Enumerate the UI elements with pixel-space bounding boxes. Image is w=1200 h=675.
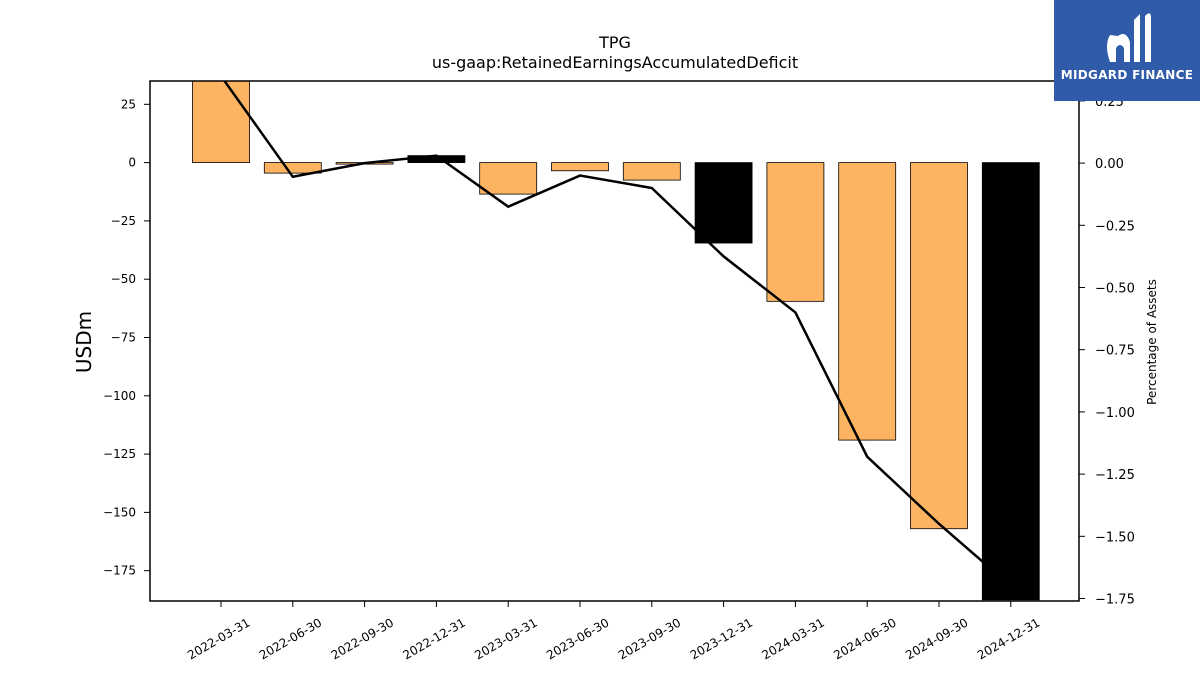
y-tick-label: −50 — [111, 272, 136, 286]
x-tick-label: 2022-12-31 — [400, 615, 467, 662]
plot-frame — [149, 80, 1080, 602]
x-tick-label: 2024-03-31 — [759, 615, 826, 662]
y2-tick-label: −1.50 — [1095, 530, 1135, 545]
brand-logo: MIDGARD FINANCE — [1054, 0, 1200, 101]
y2-tick-label: −1.25 — [1095, 468, 1135, 483]
bar-2024-03-31 — [766, 162, 825, 302]
y-axis-right: 0.250.00−0.25−0.50−0.75−1.00−1.25−1.50−1… — [1079, 95, 1135, 608]
bars-layer — [192, 80, 1040, 601]
y2-tick-label: −0.75 — [1095, 344, 1135, 359]
bar-2024-06-30 — [838, 162, 897, 441]
percentage-line — [223, 81, 1012, 588]
x-tick-label: 2024-12-31 — [975, 615, 1042, 662]
y-tick-label: −150 — [103, 505, 136, 519]
y-tick-label: 25 — [121, 97, 136, 111]
bar-2024-12-31 — [981, 162, 1040, 601]
x-axis: 2022-03-31 2022-06-30 2022-09-30 2022-12-31… — [185, 601, 1042, 662]
bar-2022-06-30 — [263, 162, 322, 174]
x-tick-label: 2024-09-30 — [903, 615, 970, 662]
y2-axis-label: Percentage of Assets — [1145, 279, 1159, 405]
y2-tick-label: −0.50 — [1095, 282, 1135, 297]
logo-text: MIDGARD FINANCE — [1060, 68, 1194, 82]
bar-2023-12-31 — [694, 162, 753, 244]
bar-2023-06-30 — [551, 162, 609, 172]
y-tick-label: −125 — [103, 447, 136, 461]
x-tick-label: 2023-12-31 — [688, 615, 755, 662]
y-tick-label: −75 — [111, 331, 136, 345]
x-tick-label: 2023-06-30 — [544, 615, 611, 662]
x-tick-label: 2023-09-30 — [616, 615, 683, 662]
bar-2023-09-30 — [622, 162, 681, 181]
y2-tick-label: 0.00 — [1095, 157, 1124, 172]
y-axis-label: USDm — [72, 311, 96, 373]
chart-subtitle: us-gaap:RetainedEarningsAccumulatedDefic… — [432, 53, 798, 72]
y-tick-label: 0 — [128, 156, 136, 170]
x-tick-label: 2022-03-31 — [185, 615, 252, 662]
y-axis-left: 25 0 −25 −50 −75 −100 −125 −150 −175 — [103, 97, 150, 578]
y-tick-label: −100 — [103, 389, 136, 403]
y-tick-label: −175 — [103, 564, 136, 578]
x-tick-label: 2022-09-30 — [329, 615, 396, 662]
bar-2023-03-31 — [479, 162, 538, 195]
x-tick-label: 2022-06-30 — [257, 615, 324, 662]
bar-2022-03-31 — [192, 80, 250, 164]
chart-title: TPG — [598, 33, 631, 52]
x-tick-label: 2023-03-31 — [472, 615, 539, 662]
y2-tick-label: −1.00 — [1095, 406, 1135, 421]
y2-tick-label: −0.25 — [1095, 219, 1135, 234]
bar-2024-09-30 — [910, 162, 968, 530]
y2-tick-label: −1.75 — [1095, 593, 1135, 608]
logo-mark-icon — [1107, 13, 1151, 62]
y-tick-label: −25 — [111, 214, 136, 228]
x-tick-label: 2024-06-30 — [831, 615, 898, 662]
